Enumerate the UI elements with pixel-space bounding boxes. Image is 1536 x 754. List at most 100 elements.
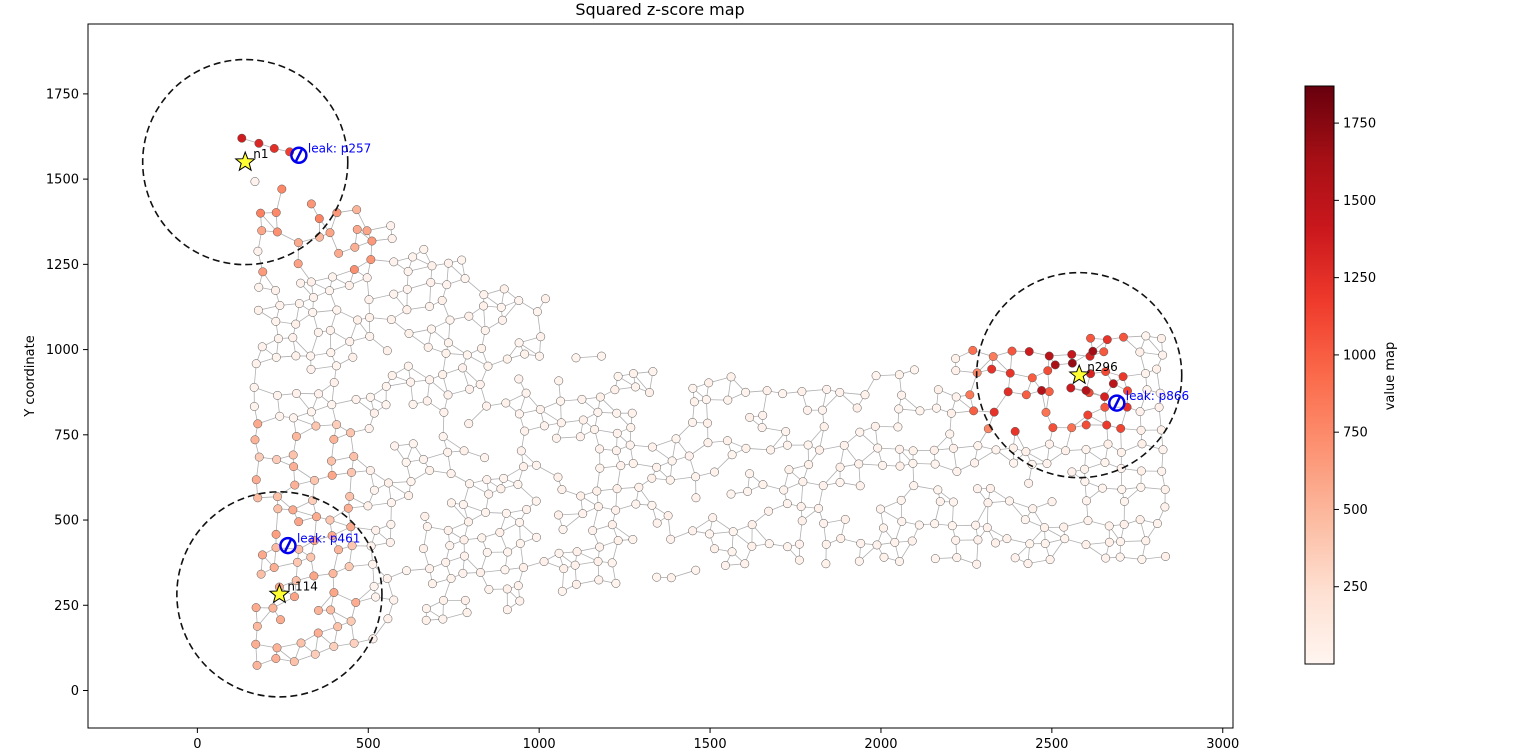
junction-node bbox=[593, 556, 603, 566]
junction-node bbox=[499, 473, 509, 483]
junction-node bbox=[532, 307, 542, 317]
junction-node bbox=[1158, 445, 1168, 455]
junction-node bbox=[310, 649, 320, 659]
junction-node bbox=[520, 349, 530, 359]
junction-node bbox=[371, 525, 381, 535]
junction-node bbox=[532, 532, 541, 542]
y-tick-label: 750 bbox=[54, 428, 79, 443]
junction-node bbox=[1152, 364, 1162, 374]
junction-node bbox=[345, 492, 355, 501]
junction-node bbox=[367, 236, 377, 246]
junction-node bbox=[1135, 407, 1145, 417]
junction-node bbox=[514, 338, 524, 348]
junction-node bbox=[747, 520, 757, 530]
junction-node bbox=[366, 255, 376, 264]
junction-node bbox=[1100, 458, 1110, 467]
junction-node bbox=[949, 443, 958, 453]
junction-node bbox=[930, 554, 940, 564]
junction-node bbox=[821, 539, 831, 549]
junction-node bbox=[819, 422, 829, 432]
junction-node bbox=[897, 517, 907, 526]
junction-node bbox=[325, 325, 335, 335]
junction-node bbox=[1137, 554, 1147, 564]
junction-node bbox=[325, 515, 335, 525]
junction-node bbox=[1137, 439, 1147, 449]
junction-node bbox=[368, 559, 378, 569]
junction-node bbox=[1028, 504, 1038, 514]
junction-node bbox=[329, 434, 339, 444]
junction-node bbox=[446, 469, 456, 479]
junction-node bbox=[818, 481, 828, 491]
junction-node bbox=[988, 352, 998, 362]
junction-node bbox=[419, 244, 429, 254]
junction-node bbox=[557, 485, 567, 494]
junction-node bbox=[306, 277, 316, 287]
junction-node bbox=[797, 387, 807, 397]
junction-node bbox=[296, 638, 306, 648]
junction-node bbox=[1099, 347, 1109, 357]
junction-node bbox=[475, 379, 485, 389]
junction-node bbox=[381, 400, 391, 410]
junction-node bbox=[350, 242, 360, 252]
junction-node bbox=[293, 259, 303, 269]
junction-node bbox=[951, 354, 961, 364]
junction-node bbox=[446, 498, 456, 508]
junction-node bbox=[441, 557, 451, 567]
junction-node bbox=[291, 319, 301, 329]
leak-label: leak: p866 bbox=[1126, 389, 1189, 403]
junction-node bbox=[513, 479, 523, 489]
junction-node bbox=[313, 628, 323, 638]
x-tick-label: 1500 bbox=[694, 737, 727, 752]
junction-node bbox=[1141, 331, 1151, 341]
junction-node bbox=[386, 519, 396, 529]
junction-node bbox=[1080, 477, 1090, 486]
junction-node bbox=[328, 569, 338, 578]
junction-node bbox=[445, 315, 455, 325]
junction-node bbox=[293, 238, 303, 248]
junction-node bbox=[856, 538, 866, 548]
junction-node bbox=[952, 467, 962, 476]
junction-node bbox=[421, 615, 431, 625]
junction-node bbox=[327, 400, 337, 410]
junction-node bbox=[611, 505, 621, 515]
junction-node bbox=[1020, 515, 1030, 525]
y-tick-label: 500 bbox=[54, 514, 79, 529]
x-tick-label: 3000 bbox=[1206, 737, 1239, 752]
junction-node bbox=[441, 348, 451, 358]
junction-node bbox=[531, 460, 541, 470]
junction-node bbox=[1010, 553, 1020, 563]
leak-marker-bar bbox=[294, 148, 304, 162]
colorbar-tick-label: 1750 bbox=[1343, 117, 1376, 132]
junction-node bbox=[743, 486, 753, 496]
junction-node bbox=[907, 536, 917, 546]
junction-node bbox=[382, 574, 392, 583]
junction-node bbox=[947, 521, 957, 531]
junction-node bbox=[386, 221, 396, 231]
junction-node bbox=[890, 537, 900, 547]
plot-frame bbox=[87, 23, 1234, 729]
junction-node bbox=[1136, 425, 1146, 435]
junction-node bbox=[870, 421, 880, 431]
junction-node bbox=[365, 466, 375, 475]
junction-node bbox=[364, 295, 374, 305]
junction-node bbox=[1102, 420, 1112, 430]
junction-node bbox=[989, 407, 999, 417]
junction-node bbox=[592, 486, 602, 496]
junction-node bbox=[333, 622, 343, 632]
junction-node bbox=[1083, 516, 1093, 526]
leak-label: leak: p257 bbox=[308, 141, 371, 155]
junction-node bbox=[987, 364, 997, 374]
colorbar-tick-label: 750 bbox=[1343, 426, 1368, 441]
junction-node bbox=[723, 395, 733, 405]
junction-node bbox=[502, 605, 512, 615]
junction-node bbox=[385, 537, 395, 547]
junction-node bbox=[465, 479, 474, 489]
junction-node bbox=[256, 569, 266, 579]
junction-node bbox=[272, 455, 282, 464]
junction-node bbox=[794, 555, 804, 565]
junction-node bbox=[1117, 484, 1127, 494]
junction-node bbox=[647, 442, 657, 452]
junction-node bbox=[1008, 443, 1018, 453]
junction-node bbox=[1021, 447, 1031, 457]
junction-node bbox=[346, 616, 356, 626]
